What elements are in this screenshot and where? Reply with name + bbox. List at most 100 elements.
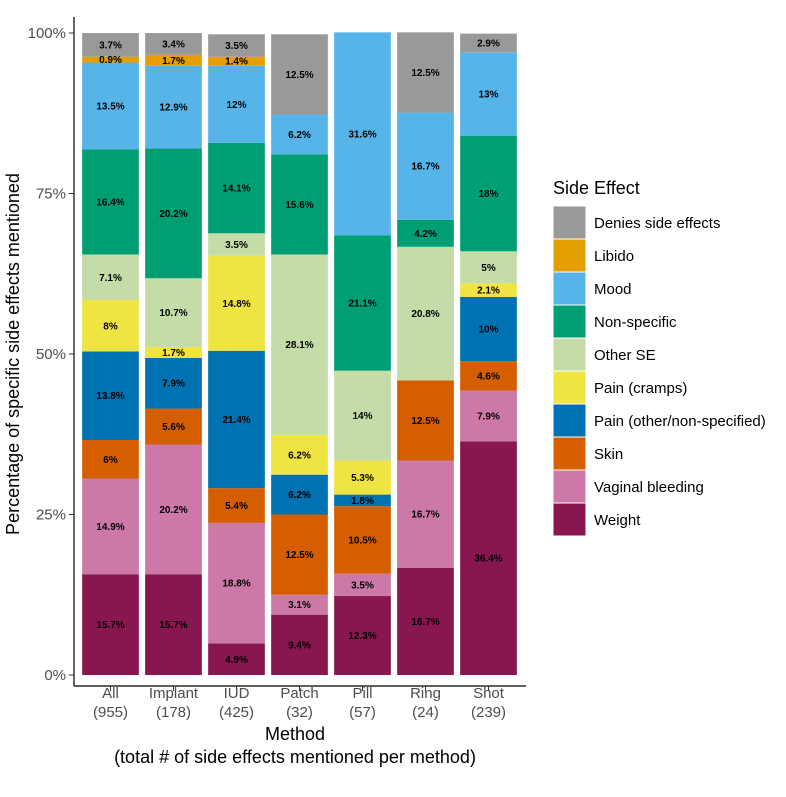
bar-shot-vaginal-bleeding: [460, 390, 517, 442]
bar-iud-libido: [208, 56, 265, 66]
bar-ring-denies-side-effects: [397, 32, 454, 113]
data-label-ring-mood: 16.7%: [411, 162, 439, 173]
bar-all-skin: [82, 440, 139, 479]
bar-patch-pain-cramps: [271, 434, 328, 475]
bar-ring-mood: [397, 112, 454, 220]
data-label-all-skin: 6%: [103, 455, 118, 466]
bar-patch-vaginal-bleeding: [271, 594, 328, 615]
data-label-iud-skin: 5.4%: [225, 501, 248, 512]
bar-all-pain-other-non-specified: [82, 351, 139, 441]
legend: Side Effect Denies side effects Libido Moo…: [552, 178, 766, 537]
data-label-shot-denies-side-effects: 2.9%: [477, 38, 500, 49]
bar-all-vaginal-bleeding: [82, 478, 139, 575]
legend-label-skin: Skin: [594, 446, 623, 463]
y-tick-label-3: 75%: [36, 186, 66, 203]
data-label-shot-pain-cramps: 2.1%: [477, 286, 500, 297]
bar-all-mood: [82, 62, 139, 150]
bar-implant-vaginal-bleeding: [145, 444, 202, 575]
legend-label-weight: Weight: [594, 512, 641, 529]
bar-iud-pain-other-non-specified: [208, 350, 265, 489]
legend-swatch-mood: [552, 271, 587, 306]
bar-implant-denies-side-effects: [145, 33, 202, 55]
bar-shot-skin: [460, 361, 517, 391]
data-label-ring-non-specific: 4.2%: [414, 229, 437, 240]
data-label-patch-denies-side-effects: 12.5%: [285, 70, 313, 81]
bar-implant-other-se: [145, 278, 202, 347]
data-label-implant-pain-other-non-specified: 7.9%: [162, 379, 185, 390]
bar-all-weight: [82, 574, 139, 675]
data-label-all-vaginal-bleeding: 14.9%: [96, 522, 124, 533]
y-tick-label-2: 50%: [36, 346, 66, 363]
bar-shot-weight: [460, 441, 517, 675]
data-label-iud-pain-other-non-specified: 21.4%: [222, 415, 250, 426]
bar-iud-other-se: [208, 233, 265, 256]
bar-pill-weight: [334, 596, 391, 675]
data-label-patch-other-se: 28.1%: [285, 340, 313, 351]
bar-pill-non-specific: [334, 235, 391, 371]
data-label-pill-skin: 10.5%: [348, 535, 376, 546]
data-label-all-other-se: 7.1%: [99, 273, 122, 284]
bar-iud-denies-side-effects: [208, 34, 265, 57]
bar-shot-denies-side-effects: [460, 33, 517, 53]
bar-implant-skin: [145, 408, 202, 445]
bar-shot-pain-cramps: [460, 283, 517, 297]
x-axis-title: Method: [265, 724, 325, 744]
bar-pill-pain-cramps: [334, 460, 391, 495]
data-label-ring-skin: 12.5%: [411, 416, 439, 427]
bar-ring-skin: [397, 380, 454, 461]
data-label-iud-pain-cramps: 14.8%: [222, 299, 250, 310]
bar-all-libido: [82, 56, 139, 63]
legend-label-mood: Mood: [594, 281, 632, 298]
x-tick-count-patch: (32): [286, 704, 313, 721]
legend-label-other-se: Other SE: [594, 347, 656, 364]
data-label-pill-mood: 31.6%: [348, 129, 376, 140]
bar-patch-denies-side-effects: [271, 34, 328, 115]
legend-label-vaginal-bleeding: Vaginal bleeding: [594, 479, 704, 496]
data-label-shot-other-se: 5%: [481, 263, 496, 274]
data-label-all-libido: 0.9%: [99, 55, 122, 66]
legend-title: Side Effect: [553, 178, 640, 198]
data-label-patch-mood: 6.2%: [288, 130, 311, 141]
bar-shot-mood: [460, 52, 517, 136]
legend-swatch-weight: [552, 502, 587, 537]
x-tick-count-implant: (178): [156, 704, 191, 721]
legend-swatch-denies-side-effects: [552, 205, 587, 240]
data-label-pill-weight: 12.3%: [348, 631, 376, 642]
data-label-shot-vaginal-bleeding: 7.9%: [477, 411, 500, 422]
data-label-patch-pain-cramps: 6.2%: [288, 450, 311, 461]
x-tick-label-ring: Ring: [410, 685, 441, 702]
x-tick-count-ring: (24): [412, 704, 439, 721]
data-label-implant-non-specific: 20.2%: [159, 209, 187, 220]
bar-ring-vaginal-bleeding: [397, 460, 454, 568]
bar-pill-other-se: [334, 370, 391, 461]
data-label-shot-non-specific: 18%: [478, 189, 498, 200]
bar-iud-skin: [208, 488, 265, 523]
bar-patch-mood: [271, 114, 328, 155]
bar-iud-mood: [208, 65, 265, 143]
bar-implant-weight: [145, 574, 202, 675]
x-tick-label-pill: Pill: [352, 685, 372, 702]
bar-patch-non-specific: [271, 154, 328, 255]
data-label-iud-mood: 12%: [226, 100, 246, 111]
bar-implant-libido: [145, 54, 202, 66]
x-tick-label-all: All: [102, 685, 119, 702]
legend-label-denies-side-effects: Denies side effects: [594, 215, 720, 232]
bar-pill-mood: [334, 32, 391, 236]
y-tick-label-4: 100%: [28, 25, 66, 42]
legend-swatch-non-specific: [552, 304, 587, 339]
data-label-all-non-specific: 16.4%: [96, 197, 124, 208]
data-label-implant-mood: 12.9%: [159, 103, 187, 114]
bar-iud-pain-cramps: [208, 255, 265, 351]
bar-iud-vaginal-bleeding: [208, 522, 265, 644]
legend-swatch-pain-cramps: [552, 370, 587, 405]
data-label-ring-weight: 16.7%: [411, 617, 439, 628]
data-label-ring-denies-side-effects: 12.5%: [411, 68, 439, 79]
bar-ring-other-se: [397, 246, 454, 381]
bar-all-pain-cramps: [82, 300, 139, 352]
data-label-pill-vaginal-bleeding: 3.5%: [351, 580, 374, 591]
data-label-patch-vaginal-bleeding: 3.1%: [288, 600, 311, 611]
data-label-all-weight: 15.7%: [96, 620, 124, 631]
bar-all-denies-side-effects: [82, 33, 139, 57]
data-label-patch-weight: 9.4%: [288, 640, 311, 651]
